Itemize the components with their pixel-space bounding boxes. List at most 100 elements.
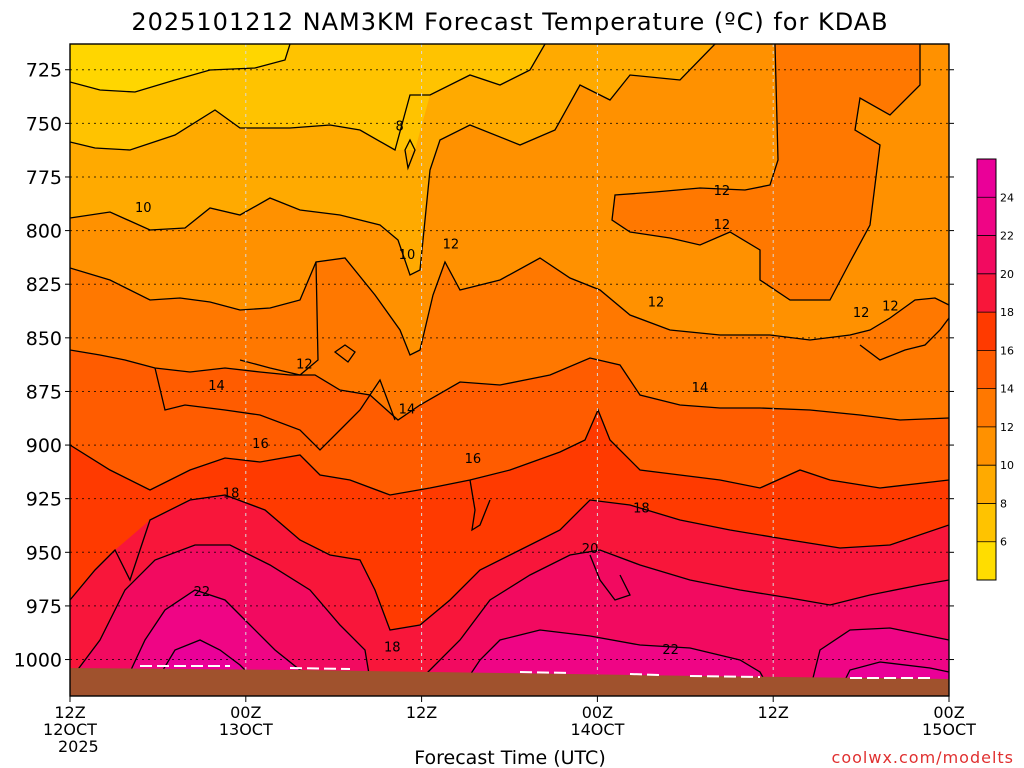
contour-line-10 [70,44,716,276]
colorbar-tick-label: 22 [1000,230,1014,243]
x-tick-label: 12Z [54,703,85,722]
colorbar-tick-label: 18 [1000,306,1014,319]
contour-line-8-loop [404,138,416,171]
x-tick-label: 15OCT [922,720,976,739]
y-tick-label: 800 [26,221,62,243]
x-tick-label: 00Z [933,703,964,722]
contour-line-24-west [159,639,256,681]
ground-terrain [70,668,949,696]
x-tick-label: 14OCT [570,720,624,739]
grid-lines [70,44,949,696]
y-tick-label: 775 [26,167,62,189]
contour-line-14-dip [154,367,396,451]
x-tick-label: 12Z [758,703,789,722]
contour-label: 10 [399,248,416,263]
contour-label: 16 [465,452,482,467]
contour-line-22-center [459,629,771,691]
colorbar-segment [977,312,996,351]
contour-label: 12 [714,184,731,199]
chart-title: 2025101212 NAM3KM Forecast Temperature (… [131,8,888,36]
y-tick-label: 725 [26,60,62,82]
y-tick-label: 750 [26,113,62,135]
colorbar-frame [976,158,997,581]
plot-frame [69,43,950,697]
contour-line-18 [70,494,949,631]
contour-line-16-spur [469,479,491,532]
contour-label: 14 [399,403,416,418]
contour-line-20 [70,544,371,681]
contour-label: 22 [194,585,211,600]
contour-label: 12 [882,300,899,315]
colorbar-tick-label: 20 [1000,268,1014,281]
contour-line-12-upper [611,44,921,301]
contour-line-20-tongue [589,554,631,601]
contour-line-22-east [809,627,949,691]
temperature-band-lt-6 [70,44,290,92]
contour-label: 18 [633,501,650,516]
temperature-band-12-14-upper [612,44,920,300]
y-tick-label: 850 [26,328,62,350]
contour-label: 14 [208,379,225,394]
y-tick-label: 950 [26,542,62,564]
contour-label: 8 [395,120,403,135]
contour-line-12 [70,257,949,356]
x-tick-label: 13OCT [219,720,273,739]
contour-label: 22 [662,643,679,658]
colorbar-segment [977,197,996,237]
contour-line-12-island [333,344,356,363]
colorbar-tick-label: 14 [1000,383,1014,396]
credit-link[interactable]: coolwx.com/modelts [832,748,1014,767]
contour-label: 14 [692,381,709,396]
y-tick-label: 875 [26,381,62,403]
contour-label: 12 [443,237,460,252]
colorbar-segment [977,465,996,504]
ground-surface-line [140,665,930,679]
x-tick-label: 12Z [406,703,437,722]
contour-labels: 8 10 10 12 12 12 12 12 12 12 14 14 14 16 16 18 18 18 20 22 2… [135,120,899,658]
colorbar-segment [977,350,996,390]
y-tick-label: 925 [26,489,62,511]
colorbar-segment [977,388,996,428]
x-tick-label: 2025 [58,737,99,756]
colorbar-segment [977,273,996,313]
contour-label: 12 [296,358,313,373]
contour-label: 20 [582,542,599,557]
contour-line-6 [70,44,291,93]
x-axis-label: Forecast Time (UTC) [414,747,605,768]
colorbar-segment [977,426,996,466]
contour-line-8 [70,44,546,151]
x-tick-label: 00Z [582,703,613,722]
contour-line-24-east [839,661,949,691]
plot-area [70,44,949,696]
x-tick-label: 00Z [230,703,261,722]
y-tick-label: 825 [26,274,62,296]
contour-line-20-east [419,549,949,681]
contour-label: 12 [853,306,870,321]
contour-label: 12 [714,218,731,233]
contour-label: 18 [223,486,240,501]
colorbar-tick-label: 10 [1000,459,1014,472]
colorbar-tick-label: 12 [1000,421,1014,434]
y-tick-label: 975 [26,596,62,618]
contour-label: 10 [135,201,152,216]
contour-label: 16 [252,437,269,452]
contour-line-12-east-loop [859,317,949,361]
contour-label: 18 [384,641,401,656]
y-axis: 725 750 775 800 825 850 875 900 925 950 975 1000 [14,60,954,672]
colorbar-segment [977,159,996,198]
y-tick-label: 1000 [14,650,62,672]
colorbar-tick-label: 24 [1000,191,1014,204]
y-tick-label: 900 [26,435,62,457]
colorbar-tick-label: 6 [1000,536,1007,549]
contour-line-16 [70,408,949,496]
colorbar-tick-label: 16 [1000,344,1014,357]
colorbar: 6 8 10 12 14 16 18 20 22 24 [976,158,1014,581]
colorbar-segment [977,235,996,275]
contour-line-14 [70,349,949,421]
contour-label: 12 [648,295,665,310]
x-tick-label: 12OCT [43,720,97,739]
colorbar-segment [977,503,996,543]
colorbar-tick-label: 8 [1000,497,1007,510]
